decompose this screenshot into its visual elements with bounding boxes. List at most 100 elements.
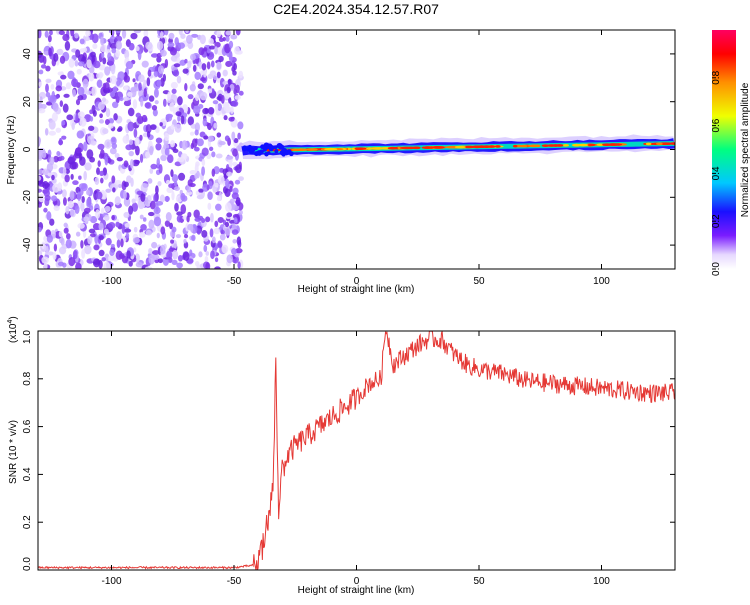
noise-blob — [96, 167, 100, 175]
colorbar-tick-label: 0.4 — [711, 166, 722, 180]
noise-blob — [87, 235, 93, 245]
noise-blob — [72, 250, 78, 260]
noise-blob — [232, 70, 237, 76]
signal-speckle — [265, 143, 271, 149]
noise-blob — [139, 202, 146, 209]
signal-hotspot — [602, 143, 612, 146]
noise-blob — [151, 105, 158, 111]
noise-blob — [75, 262, 82, 269]
noise-blob — [128, 260, 133, 267]
noise-blob — [149, 145, 154, 156]
noise-blob — [139, 153, 144, 163]
noise-blob — [173, 180, 178, 187]
noise-blob — [67, 200, 74, 209]
noise-blob — [135, 261, 144, 268]
noise-blob — [62, 197, 67, 206]
noise-blob — [100, 149, 105, 159]
noise-blob — [226, 155, 234, 160]
noise-blob — [182, 68, 189, 74]
noise-blob — [199, 77, 206, 82]
noise-blob — [225, 202, 232, 213]
noise-blob — [67, 70, 75, 80]
noise-blob — [92, 258, 101, 268]
noise-blob — [65, 233, 71, 240]
noise-blob — [177, 96, 183, 106]
noise-blob — [105, 237, 112, 246]
noise-blob — [185, 30, 189, 34]
noise-blob — [209, 228, 214, 238]
noise-blob — [177, 114, 181, 122]
noise-blob — [114, 179, 122, 186]
noise-blob — [76, 68, 82, 75]
noise-blob — [217, 240, 223, 249]
noise-blob — [58, 137, 63, 146]
noise-blob — [111, 47, 117, 54]
noise-blob — [155, 143, 162, 151]
noise-blob — [145, 124, 152, 134]
colorbar-gradient — [712, 30, 736, 269]
noise-blob — [86, 197, 92, 208]
noise-blob — [79, 38, 85, 45]
noise-blob — [193, 209, 200, 219]
noise-blob — [211, 168, 216, 177]
noise-blob — [219, 233, 226, 241]
noise-blob — [38, 69, 44, 75]
noise-blob — [65, 239, 72, 249]
noise-blob — [113, 113, 118, 121]
noise-blob — [66, 114, 74, 121]
noise-blob — [147, 178, 153, 184]
noise-blob — [65, 82, 72, 90]
noise-blob — [48, 130, 57, 136]
noise-blob — [98, 234, 104, 241]
noise-blob — [153, 88, 159, 98]
colorbar-tick-label: 0.6 — [711, 118, 722, 132]
noise-blob — [156, 79, 162, 87]
noise-blob — [135, 145, 140, 156]
noise-blob — [186, 34, 193, 44]
noise-blob — [76, 191, 82, 201]
noise-blob — [225, 35, 230, 42]
signal-hotspot — [541, 144, 550, 147]
noise-blob — [123, 228, 132, 233]
noise-blob — [196, 170, 200, 179]
noise-blob — [144, 102, 151, 109]
noise-blob — [195, 94, 200, 102]
noise-blob — [104, 139, 112, 149]
noise-blob — [85, 90, 92, 95]
noise-blob — [223, 115, 228, 121]
noise-blob — [125, 144, 133, 151]
noise-blob — [228, 116, 235, 122]
spectrogram-signal-band — [241, 134, 675, 160]
noise-blob — [152, 254, 160, 260]
signal-speckle — [281, 152, 286, 157]
noise-blob — [45, 245, 49, 256]
noise-blob — [139, 214, 144, 220]
noise-blob — [201, 63, 207, 71]
noise-blob — [171, 190, 175, 201]
noise-blob — [145, 41, 153, 50]
noise-blob — [178, 30, 183, 36]
noise-blob — [140, 224, 147, 231]
noise-blob — [117, 126, 123, 132]
noise-blob — [232, 148, 238, 157]
noise-blob — [217, 103, 223, 111]
noise-blob — [159, 194, 166, 203]
noise-blob — [177, 254, 183, 262]
noise-blob — [115, 40, 122, 50]
noise-blob — [77, 86, 85, 96]
noise-blob — [228, 51, 233, 60]
x-tick-label: 50 — [473, 276, 485, 287]
noise-blob — [46, 162, 54, 172]
noise-blob — [205, 262, 211, 269]
noise-blob — [171, 226, 177, 233]
noise-blob — [77, 222, 85, 229]
noise-blob — [126, 250, 131, 259]
noise-blob — [111, 175, 116, 184]
noise-blob — [170, 239, 175, 244]
noise-blob — [128, 42, 135, 51]
noise-blob — [148, 95, 155, 102]
noise-blob — [62, 166, 67, 175]
noise-blob — [64, 174, 70, 183]
noise-blob — [169, 102, 175, 112]
noise-blob — [170, 81, 178, 89]
